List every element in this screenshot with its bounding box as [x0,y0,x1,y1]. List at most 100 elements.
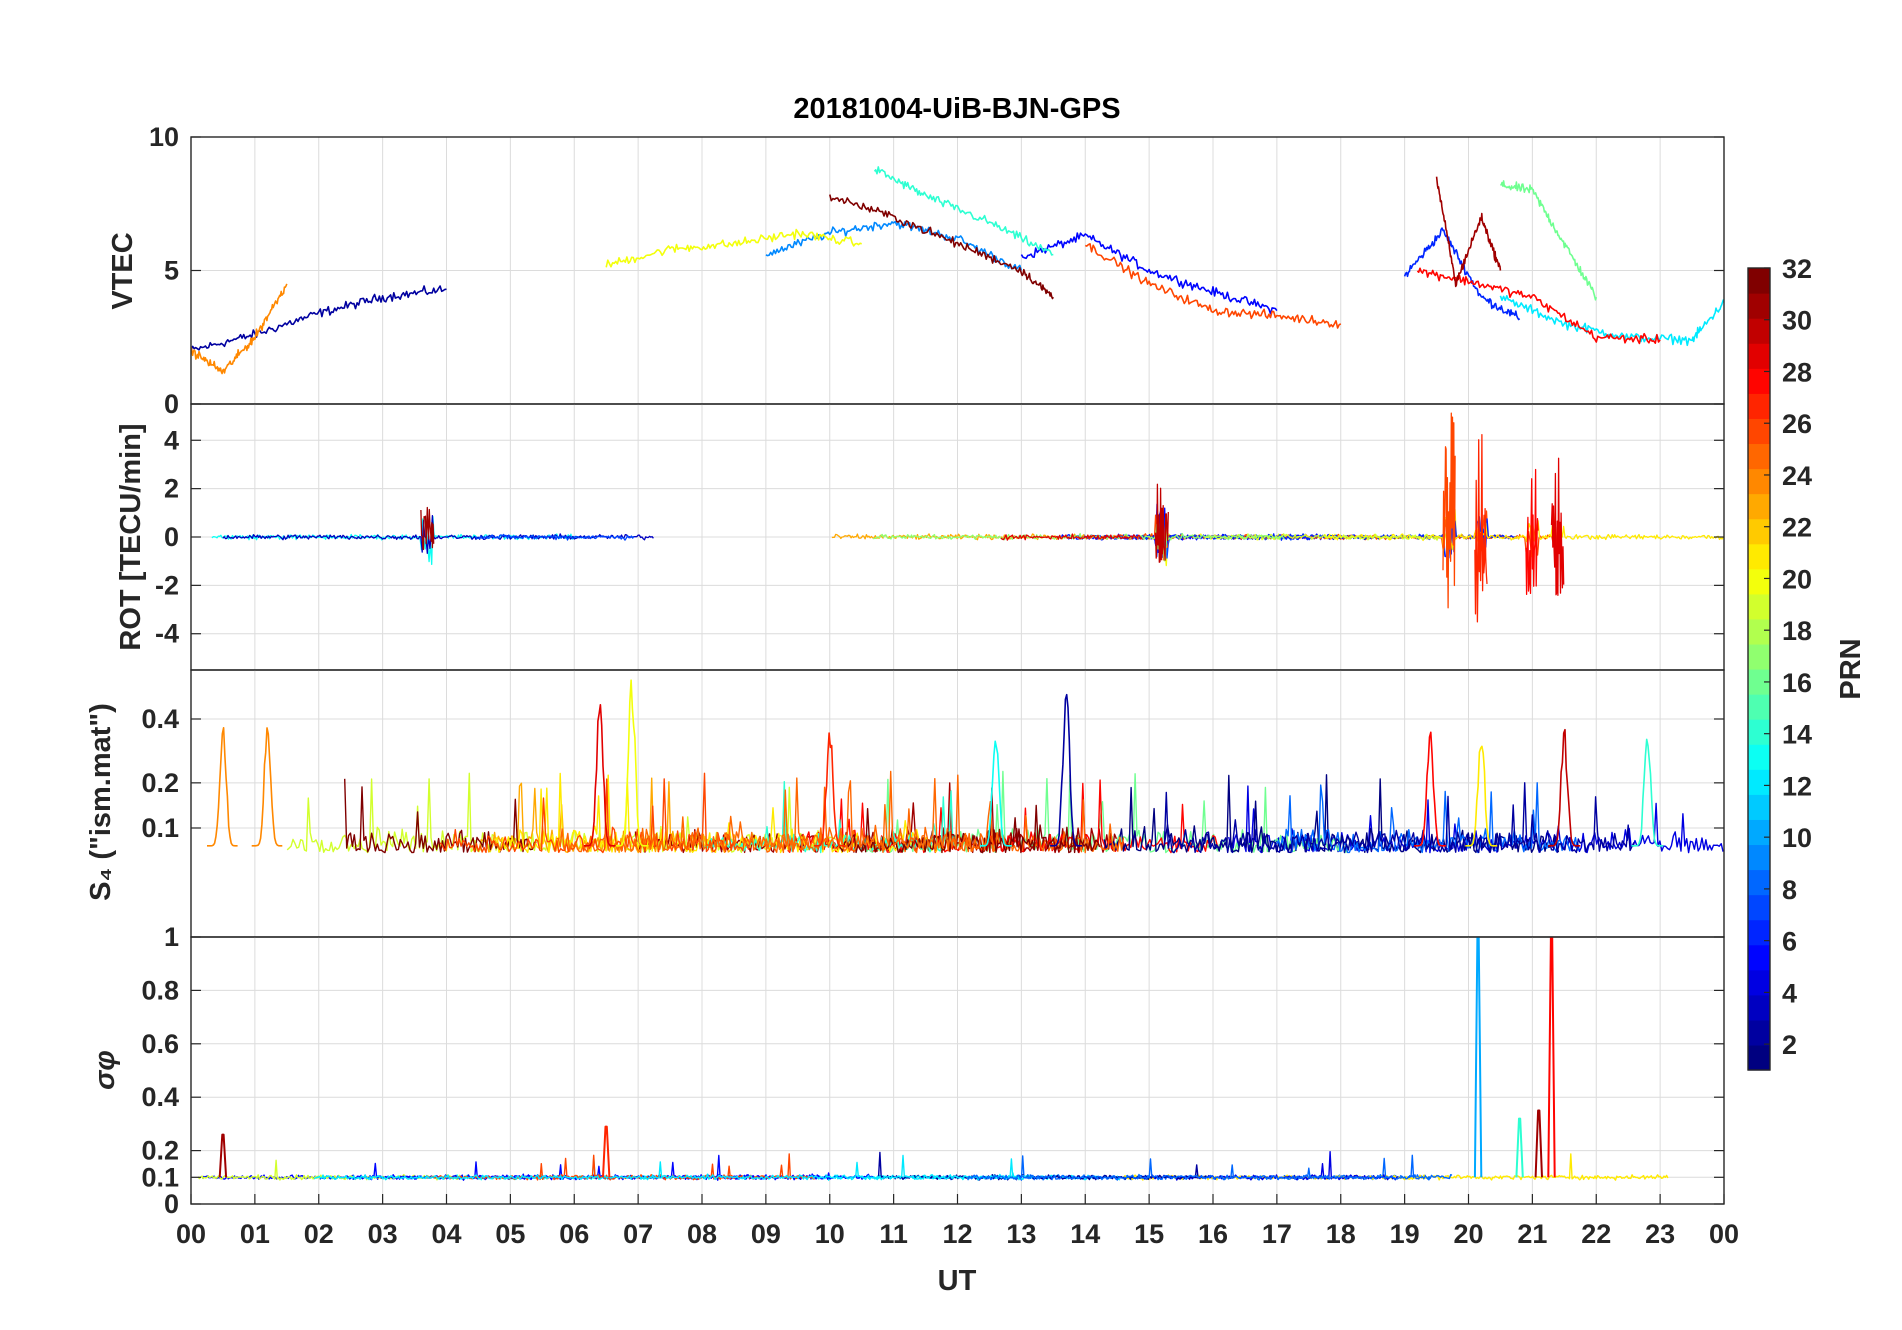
vtec-series-prn-31 [1435,176,1502,288]
x-tick-label: 21 [1517,1219,1547,1249]
rot-series-prn-3 [222,514,654,554]
colorbar-cell [1748,969,1770,996]
colorbar-tick-label: 4 [1782,978,1797,1008]
x-tick-label: 12 [942,1219,972,1249]
colorbar-cell [1748,744,1770,770]
rot-burst [1474,434,1488,623]
s4-series-prn-25 [763,770,995,854]
y-tick-label: 10 [149,122,179,152]
colorbar-cell [1748,894,1770,921]
y-tick-label: 0.2 [141,1136,179,1166]
x-tick-label: 05 [495,1219,525,1249]
vtec-series-prn-9 [765,220,1023,271]
colorbar-cell [1748,293,1770,319]
s4-peak [583,704,616,847]
y-tick-label: 0.1 [141,813,179,843]
x-tick-label: 23 [1645,1219,1675,1249]
colorbar-tick-label: 18 [1782,616,1812,646]
colorbar-cell [1748,593,1770,620]
rot-series-prn-7 [474,533,635,541]
colorbar-cell [1748,343,1770,369]
vtec-series-prn-2 [191,285,447,351]
y-tick-label: 0 [164,1189,179,1219]
colorbar-cell [1748,919,1770,946]
x-tick-label: 08 [687,1219,717,1249]
colorbar-tick-label: 30 [1782,306,1812,336]
colorbar-tick-label: 2 [1782,1030,1797,1060]
x-tick-label: 06 [559,1219,589,1249]
colorbar-cell [1748,618,1770,645]
sigma-phi-series [197,937,1669,1181]
colorbar-cell [1748,694,1770,720]
colorbar-cell [1748,769,1770,795]
x-tick-label: 17 [1262,1219,1292,1249]
x-tick-label: 04 [431,1219,461,1249]
colorbar-cell [1748,543,1770,570]
sigma-phi-peak [602,1125,611,1178]
s4-series-prn-2 [1163,782,1635,854]
y-tick-label: 0.1 [141,1162,179,1192]
y-tick-label: 0.4 [141,1082,179,1112]
colorbar-cell [1748,819,1770,846]
rot-burst [1154,483,1169,563]
x-tick-label: 02 [304,1219,334,1249]
vtec-series-prn-5 [1020,232,1278,315]
colorbar-tick-label: 28 [1782,357,1812,387]
colorbar-tick-label: 32 [1782,254,1812,284]
rot-series-prn-13 [211,515,586,566]
colorbar-cell [1748,368,1770,394]
x-tick-label: 03 [368,1219,398,1249]
rot-series-prn-26 [1077,510,1562,568]
s4-peak [251,727,283,847]
panel-rot: -4 -2 0 2 4 ROT [TECU/min] [115,403,1725,671]
rot-burst [1550,457,1565,596]
x-tick-label: 15 [1134,1219,1164,1249]
x-axis: 00 01 02 03 04 05 06 07 08 09 10 11 12 13 14 15 16 17 18 19… [176,1194,1739,1249]
colorbar-tick-label: 24 [1782,461,1812,491]
ylabel-s4: S₄ ("ism.mat") [85,703,117,901]
colorbar-cell [1748,318,1770,344]
y-tick-label: 2 [164,474,179,504]
x-tick-label: 00 [176,1219,206,1249]
colorbar-cell [1748,844,1770,871]
s4-series [207,679,1724,854]
y-tick-label: 4 [164,425,179,455]
x-tick-label: 16 [1198,1219,1228,1249]
colorbar-cell [1748,944,1770,971]
colorbar-tick-label: 10 [1782,823,1812,853]
colorbar-tick-label: 8 [1782,875,1797,905]
colorbar-tick-label: 6 [1782,927,1797,957]
y-tick-label: 0 [164,389,179,419]
x-tick-label: 14 [1070,1219,1100,1249]
y-tick-label: 0 [164,522,179,552]
s4-series-prn-32 [836,804,1101,854]
vtec-series-prn-26 [1085,243,1342,329]
vtec-series-prn-16 [1500,180,1598,301]
colorbar-cell [1748,268,1770,294]
panel-s4: 0.1 0.2 0.4 S₄ ("ism.mat") [85,669,1725,938]
colorbar-cell [1748,568,1770,595]
vtec-series-prn-24 [191,283,288,375]
rot-series-prn-17 [873,523,1286,562]
x-tick-label: 07 [623,1219,653,1249]
panel-vtec: 0 5 10 VTEC [107,122,1725,419]
colorbar-cell [1748,1019,1770,1046]
colorbar-cell [1748,643,1770,670]
s4-peak [1414,731,1447,847]
x-tick-label: 11 [879,1219,908,1249]
colorbar-cell [1748,1044,1770,1071]
rot-series-prn-29 [1000,533,1142,541]
colorbar-tick-label: 14 [1782,720,1812,750]
colorbar-cell [1748,719,1770,745]
x-tick-label: 13 [1006,1219,1036,1249]
colorbar-cell [1748,994,1770,1021]
y-tick-label: -2 [155,570,179,600]
y-tick-label: 0.6 [141,1029,179,1059]
vtec-series-prn-28 [1416,267,1661,345]
x-tick-label: 19 [1390,1219,1420,1249]
s4-peak [979,740,1012,847]
sigma-phi-peak [1515,1117,1524,1178]
xlabel: UT [938,1265,977,1297]
